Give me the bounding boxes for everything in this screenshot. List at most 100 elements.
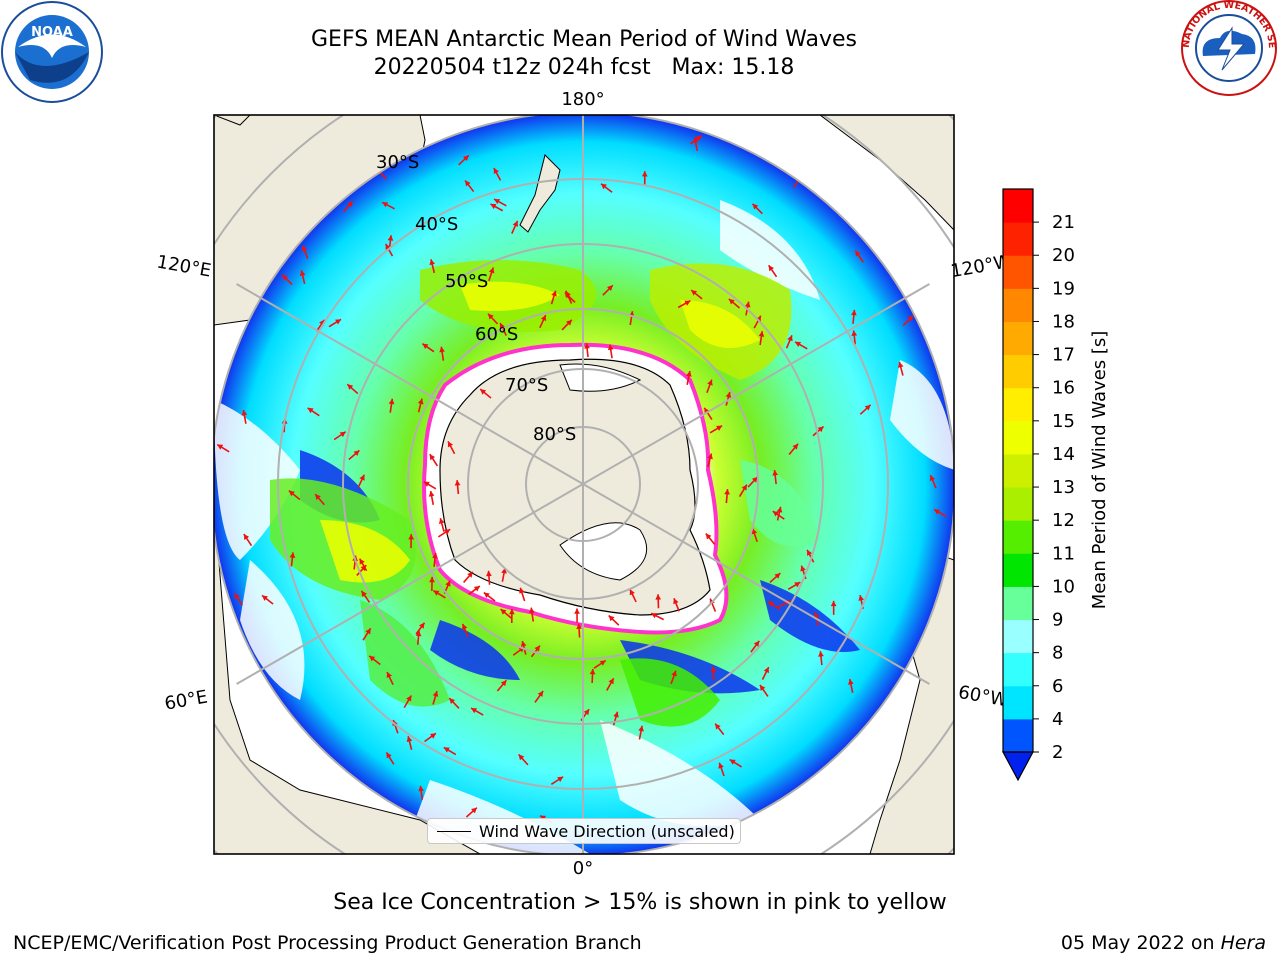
noaa-logo-text: NOAA [31,25,73,40]
wave-direction-arrowhead [655,594,662,600]
wave-direction-arrowhead [599,660,606,666]
wave-direction-arrowhead [508,609,515,615]
wave-direction-arrowhead [439,346,445,353]
wave-direction-arrowhead [565,290,571,297]
latitude-label: 80°S [533,424,576,445]
wave-direction-arrowhead [830,600,837,607]
wave-direction-arrowhead [422,343,429,350]
continent-shape [214,499,482,854]
wave-direction-arrowhead [684,300,691,306]
wave-direction-arrowhead [897,361,904,368]
wave-direction-arrowhead [691,290,698,296]
wave-direction-arrowhead [534,645,540,652]
wave-direction-arrowhead [483,592,490,599]
new-zealand [519,154,561,233]
colorbar-tick-label: 9 [1052,610,1063,631]
colorbar-tick-label: 16 [1052,378,1075,399]
continent-shape [214,115,251,126]
wave-direction-arrowhead [419,622,425,629]
wave-direction-arrowhead [794,582,801,588]
wave-direction-arrowhead [641,171,648,177]
wave-direction-arrowhead [813,612,820,618]
latitude-label: 30°S [376,152,419,173]
colorbar-tick-label: 8 [1052,643,1063,664]
wave-direction-arrowhead [724,489,730,495]
colorbar-segment [1003,354,1033,389]
wave-direction-arrowhead [493,168,499,175]
wave-direction-arrowhead [234,593,240,600]
latitude-label: 70°S [505,375,548,396]
wave-direction-arrowhead [429,576,435,583]
wave-direction-arrowhead [551,290,557,297]
legend-label: Wind Wave Direction (unscaled) [479,821,735,841]
wave-direction-arrowhead [707,379,713,386]
wave-direction-arrowhead [467,571,473,578]
colorbar-tick-label: 11 [1052,543,1075,564]
wave-direction-arrowhead [607,285,613,292]
wave-direction-arrowhead [447,441,454,448]
wave-direction-arrowhead [490,204,497,210]
wave-direction-arrowhead [907,315,914,322]
colorbar-label: Mean Period of Wind Waves [s] [1089,331,1110,610]
map-frame [213,114,955,855]
wave-direction-arrowhead [671,670,677,677]
longitude-label: 180° [561,89,604,110]
wave-period-region [214,400,300,560]
wave-direction-arrowhead [768,265,775,272]
footer-date: 05 May 2022 on Hera [1061,932,1266,954]
colorbar-segment [1003,553,1033,587]
wave-direction-arrowhead [774,573,781,579]
wave-direction-arrowhead [576,623,582,629]
colorbar-tick-label: 20 [1052,245,1075,266]
wave-direction-arrowhead [557,776,564,783]
colorbar-segment [1003,189,1033,223]
wave-direction-arrowhead [744,301,751,308]
wave-direction-arrowhead [243,534,250,540]
colorbar-segment [1003,685,1033,720]
wave-direction-arrowhead [817,426,824,433]
wave-direction-arrowhead [929,475,936,482]
colorbar-tick-label: 21 [1052,212,1075,233]
latitude-label: 50°S [445,271,488,292]
wave-direction-arrowhead [465,180,471,187]
wave-direction-arrowhead [718,762,724,769]
wave-direction-arrowhead [673,598,679,605]
longitude-label: 60°E [163,686,209,714]
wave-direction-arrowhead [365,628,371,635]
colorbar-tick-label: 15 [1052,411,1075,432]
colorbar-tick-label: 18 [1052,311,1075,332]
wave-direction-arrowhead [433,590,440,596]
colorbar-tick-label: 6 [1052,676,1063,697]
wave-direction-arrowhead [461,623,468,630]
wave-period-region [620,658,720,727]
wave-direction-arrowhead [787,335,793,342]
colorbar-tick-label: 19 [1052,278,1075,299]
wave-direction-arrowhead [725,392,732,398]
colorbar-tick-label: 14 [1052,444,1075,465]
wave-direction-arrowhead [638,725,644,732]
wave-direction-arrowhead [339,431,346,438]
wave-direction-arrowhead [759,684,766,691]
colorbar-frame [1002,188,1034,753]
wave-direction-arrowhead [406,736,413,743]
wave-direction-arrowhead [795,341,802,348]
wave-direction-arrowhead [388,398,395,405]
colorbar-segment [1003,255,1033,289]
wave-direction-arrowhead [807,549,813,556]
wave-direction-arrowhead [499,322,506,329]
wave-direction-arrowhead [848,679,854,685]
wave-direction-arrowhead [851,330,858,336]
wave-direction-arrowhead [361,590,367,597]
wave-direction-arrowhead [767,601,774,607]
wave-period-region [320,520,410,583]
wave-direction-arrowhead [347,201,353,208]
wave-direction-arrowhead [369,655,376,662]
footer-host: Hera [1220,932,1266,954]
wave-direction-arrowhead [471,708,478,714]
wave-direction-arrowhead [359,558,365,565]
antarctica-landmass [439,358,711,616]
wave-direction-arrowhead [415,630,422,637]
ice-shelf [559,522,648,581]
wave-direction-arrowhead [695,135,702,141]
wave-direction-arrowhead [438,518,445,525]
